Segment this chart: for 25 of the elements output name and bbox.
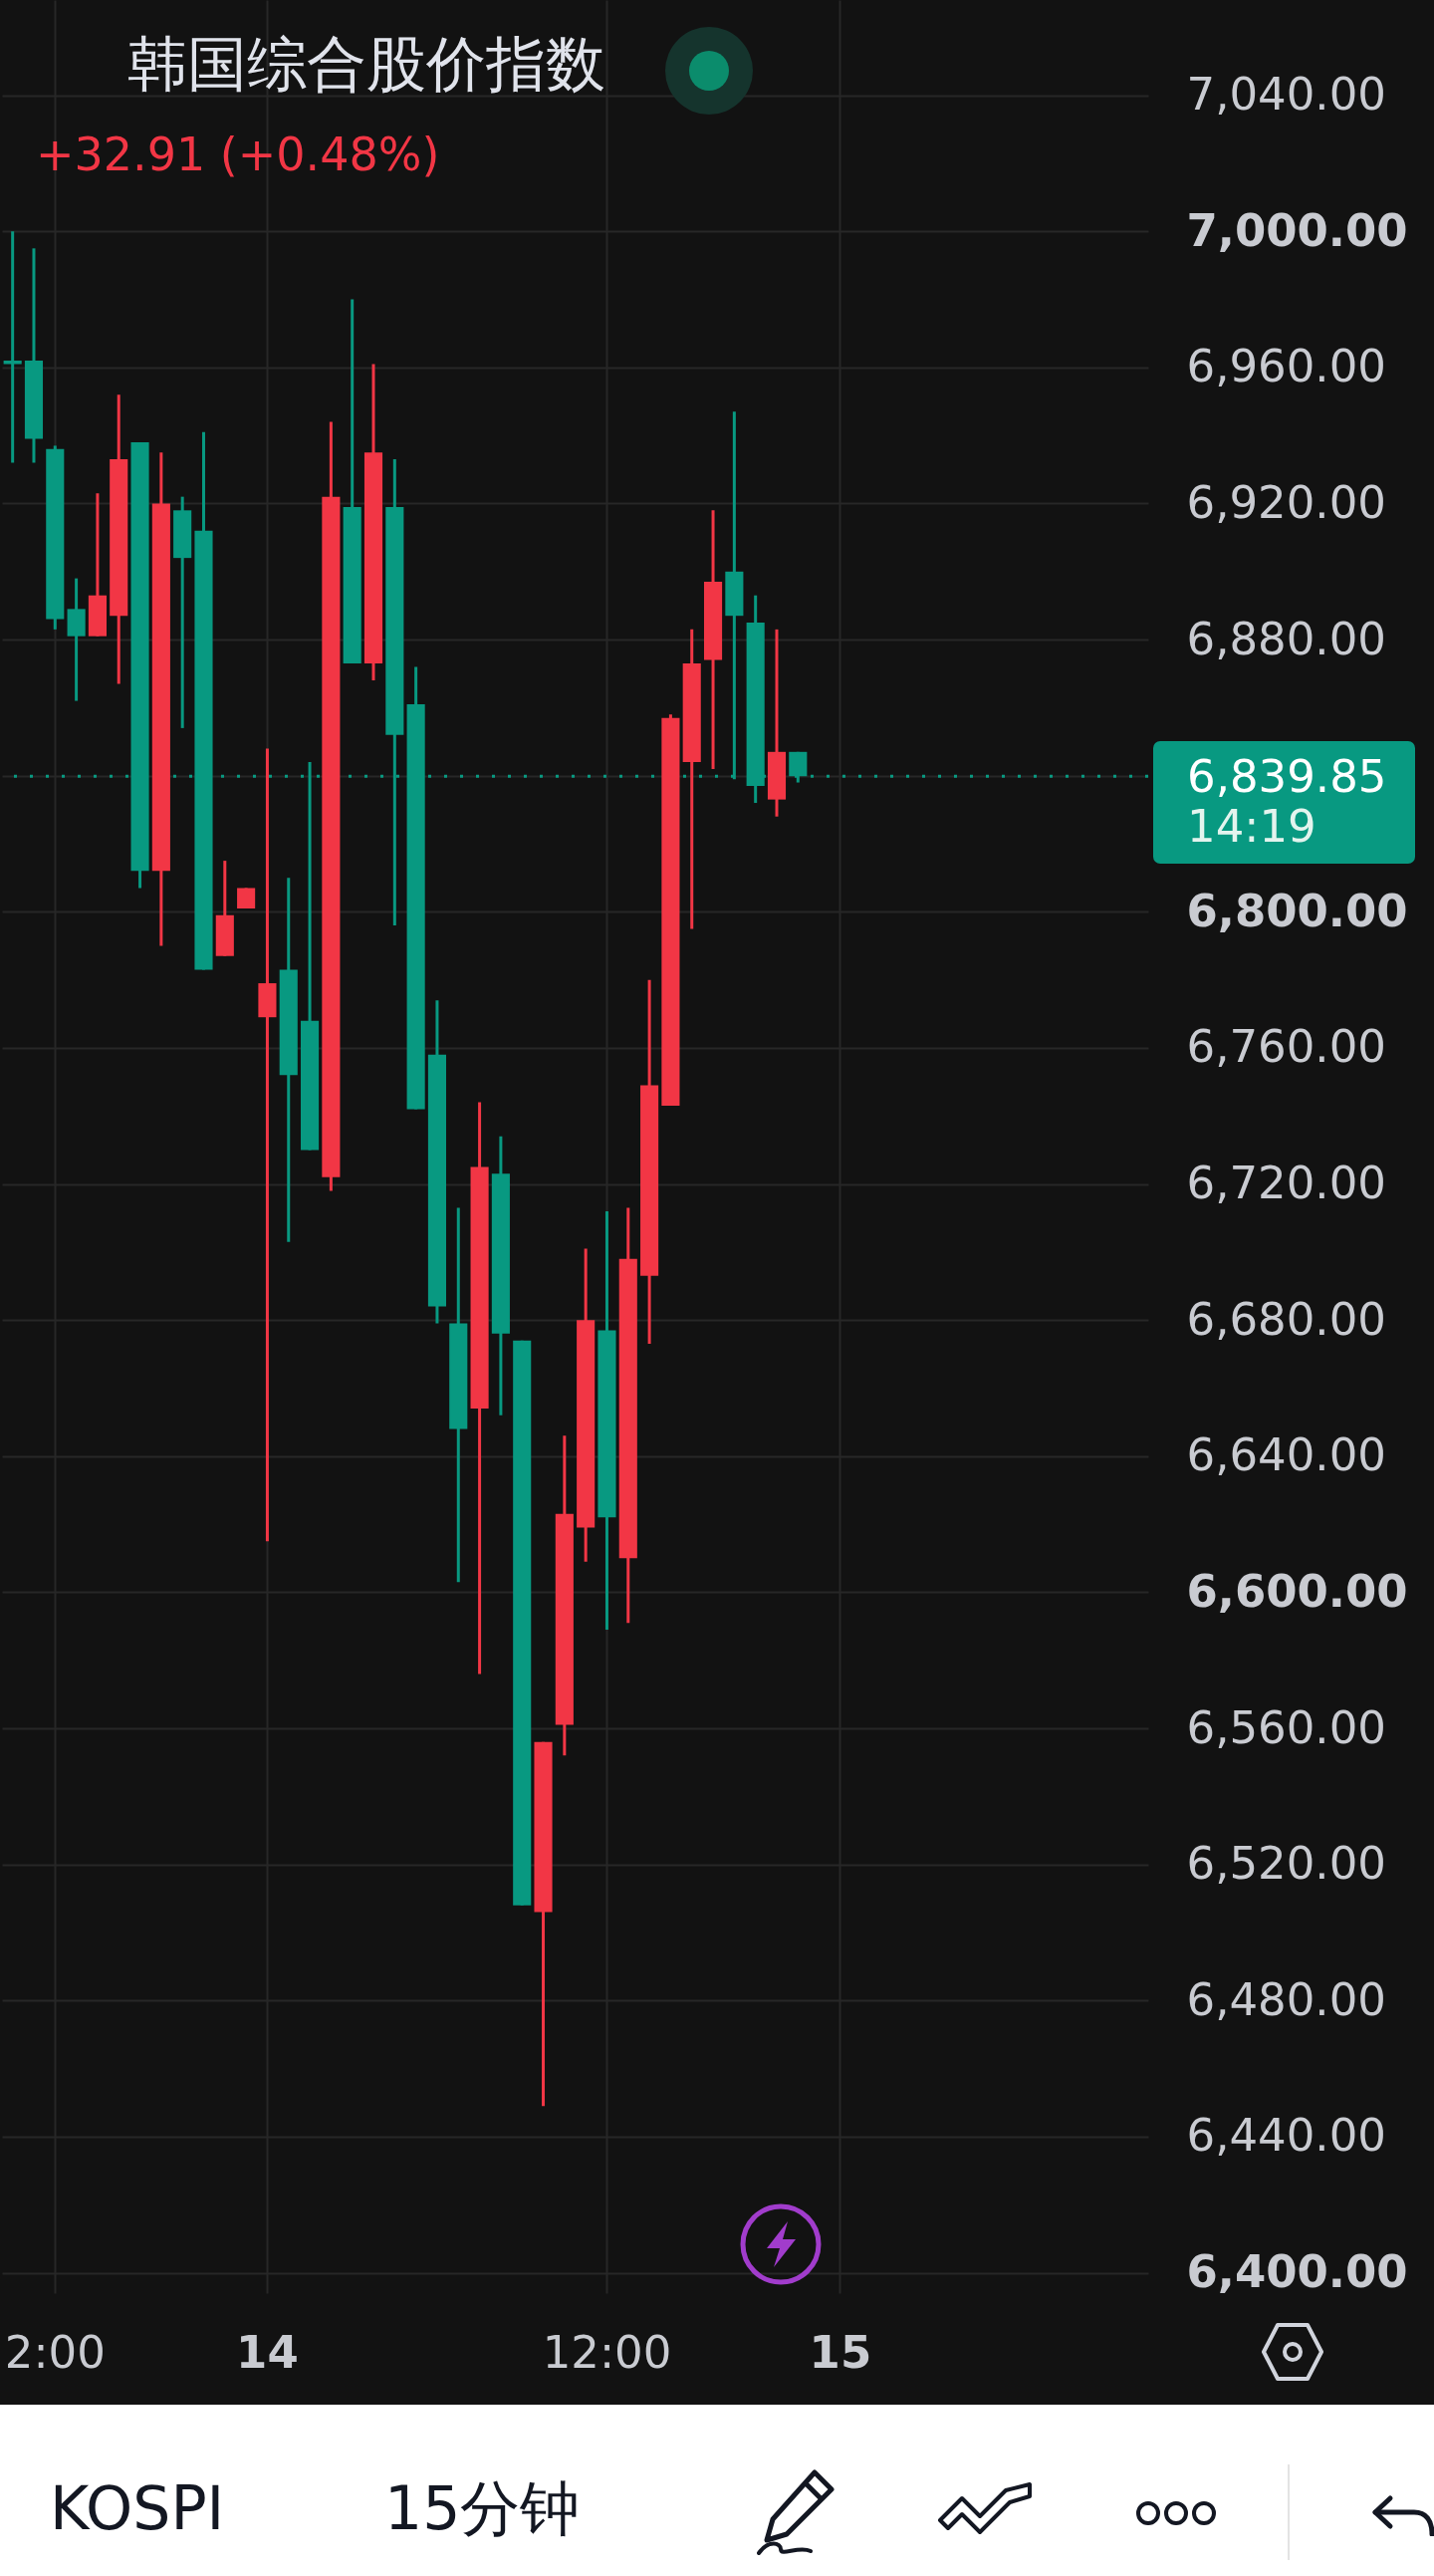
- y-tick-label: 6,480.00: [1186, 1972, 1386, 2026]
- y-tick-label: 6,600.00: [1186, 1564, 1408, 1618]
- x-tick-label: 2:00: [4, 2325, 106, 2379]
- y-tick-label: 7,040.00: [1186, 68, 1386, 122]
- y-tick-label: 6,760.00: [1186, 1020, 1386, 1074]
- x-tick-label: 12:00: [542, 2325, 672, 2379]
- text: KOSPI: [50, 2473, 225, 2543]
- candlestick: [237, 888, 256, 908]
- y-tick-label: 6,920.00: [1186, 475, 1386, 529]
- y-tick-label: 6,960.00: [1186, 340, 1386, 393]
- y-tick-label: 6,880.00: [1186, 612, 1386, 665]
- x-tick-label: 14: [236, 2325, 299, 2379]
- text: 韩国综合股价指数: [127, 29, 605, 99]
- y-tick-label: 6,520.00: [1186, 1837, 1386, 1891]
- y-tick-label: 6,440.00: [1186, 2109, 1386, 2163]
- y-tick-label: 6,680.00: [1186, 1292, 1386, 1346]
- x-tick-label: 15: [809, 2325, 872, 2379]
- text: +32.91 (+0.48%): [36, 128, 440, 181]
- y-tick-label: 6,800.00: [1186, 884, 1408, 937]
- y-tick-label: 6,560.00: [1186, 1700, 1386, 1754]
- text: 15分钟: [384, 2473, 581, 2543]
- y-tick-label: 6,720.00: [1186, 1157, 1386, 1210]
- y-tick-label: 6,640.00: [1186, 1428, 1386, 1482]
- y-tick-label: 6,400.00: [1186, 2245, 1408, 2299]
- y-tick-label: 7,000.00: [1186, 203, 1408, 257]
